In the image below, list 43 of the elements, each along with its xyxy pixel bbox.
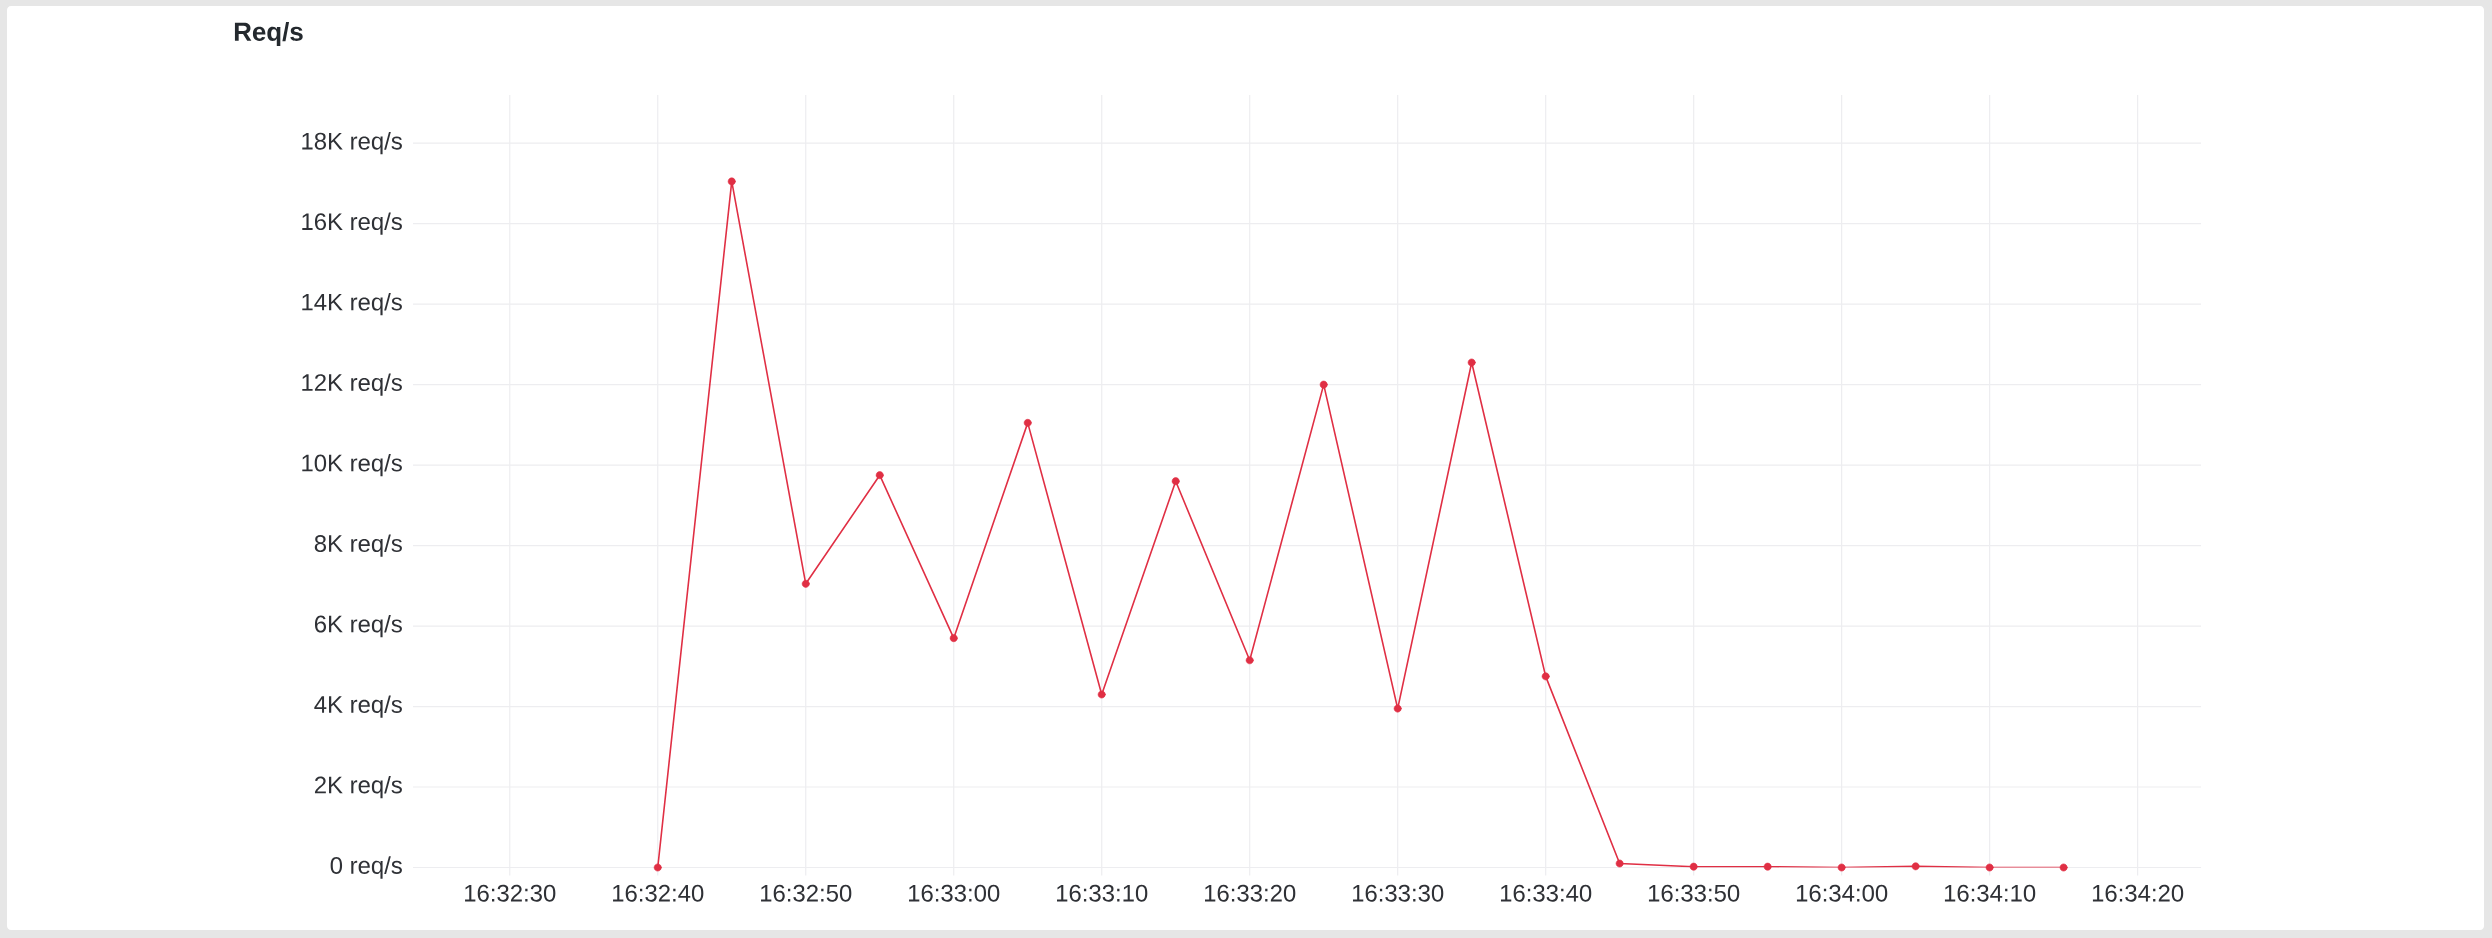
point (1467, 358, 1476, 367)
x-tick-label: 16:33:00 (909, 884, 1000, 902)
x-tick-label: 16:34:20 (2092, 884, 2184, 902)
x-tick-label: 16:33:20 (1205, 884, 1296, 902)
y-tick-label: 14K req/s (302, 293, 402, 316)
y-tick-label: 0 req/s (330, 856, 402, 879)
x-tick-label: 16:34:00 (1796, 884, 1888, 902)
point (801, 579, 810, 588)
y-tick-label: 16K req/s (302, 212, 402, 235)
point (1245, 656, 1254, 665)
point (875, 471, 884, 480)
y-tick-label: 4K req/s (314, 695, 402, 718)
point (1171, 477, 1180, 486)
point (653, 863, 662, 872)
y-tick-label: 12K req/s (302, 373, 402, 396)
x-tick-label: 16:33:40 (1500, 884, 1592, 902)
point (727, 177, 736, 186)
y-tick-label: 6K req/s (314, 614, 402, 638)
point (1393, 704, 1402, 713)
point (1615, 859, 1624, 868)
point (1985, 863, 1994, 872)
x-tick-label: 16:32:40 (613, 884, 704, 902)
y-tick-label: 8K req/s (314, 534, 402, 557)
y-tick-label: 18K req/s (302, 132, 402, 155)
point (1023, 418, 1032, 427)
point (949, 634, 958, 643)
point (1541, 672, 1550, 681)
x-tick-label: 16:33:50 (1648, 884, 1740, 902)
point (1097, 690, 1106, 699)
x-tick-label: 16:33:10 (1057, 884, 1148, 902)
chart-title: Req/s (234, 21, 303, 47)
point (1319, 380, 1328, 389)
x-tick-label: 16:32:50 (761, 884, 852, 902)
point (1911, 862, 1920, 871)
x-tick-label: 16:33:30 (1352, 884, 1444, 902)
point (1763, 862, 1772, 871)
point (1689, 862, 1698, 871)
x-tick-label: 16:32:30 (465, 884, 556, 902)
x-tick-label: 16:34:10 (1944, 884, 2036, 902)
point (1837, 863, 1846, 872)
y-tick-label: 10K req/s (302, 453, 402, 477)
point (2059, 863, 2068, 872)
y-tick-label: 2K req/s (314, 775, 402, 799)
